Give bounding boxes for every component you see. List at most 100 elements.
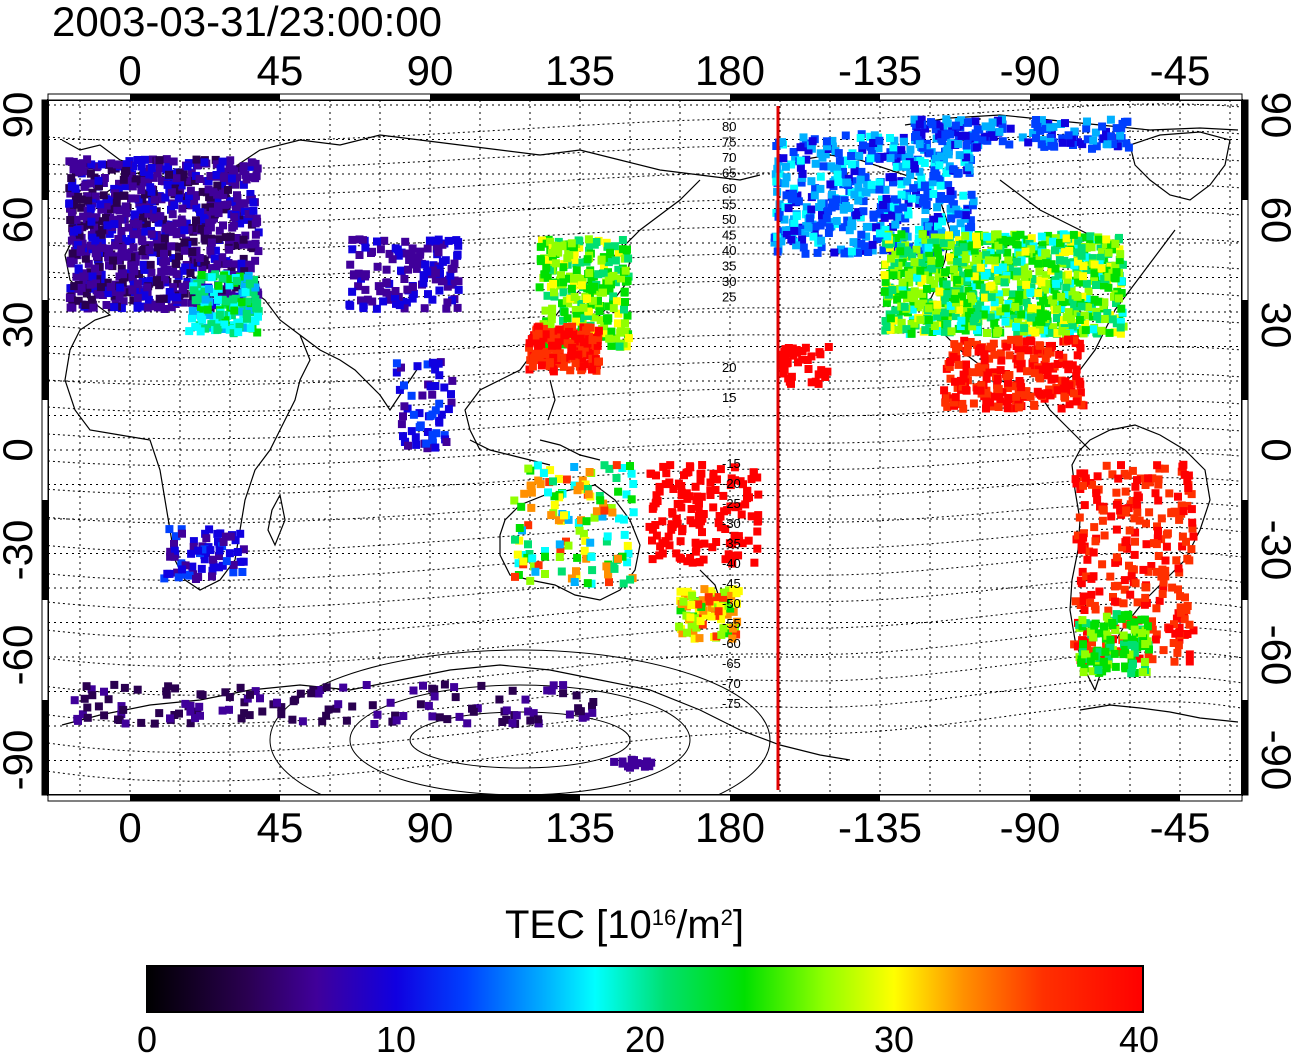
tec-point — [598, 512, 607, 521]
tec-point — [172, 532, 180, 541]
tec-point — [1062, 283, 1071, 292]
tec-point — [88, 691, 97, 700]
tec-point — [950, 398, 958, 407]
tec-point — [872, 223, 881, 232]
tec-point — [897, 243, 906, 252]
tec-point — [721, 555, 730, 564]
tec-point — [1131, 537, 1139, 546]
tec-point — [186, 701, 195, 710]
tec-point — [1061, 248, 1070, 257]
tec-point — [145, 241, 154, 250]
tec-point — [1011, 382, 1020, 391]
tec-point — [918, 230, 927, 239]
tec-point — [1160, 464, 1169, 473]
tec-point — [1128, 466, 1137, 475]
tec-point — [972, 305, 981, 314]
tec-point — [1015, 290, 1024, 299]
tec-point — [549, 367, 558, 376]
tec-point — [828, 198, 837, 207]
tec-point — [900, 137, 908, 146]
contour-line — [48, 576, 1242, 639]
tec-point — [1155, 596, 1164, 605]
tec-point — [553, 338, 562, 347]
tec-point — [775, 200, 784, 209]
tec-point — [1100, 298, 1109, 307]
tec-point — [110, 184, 119, 193]
tec-point — [966, 216, 975, 225]
tec-point — [690, 634, 699, 643]
tec-point — [957, 376, 965, 385]
tec-point — [440, 680, 449, 689]
tec-point — [181, 699, 190, 708]
tec-point — [1063, 277, 1072, 285]
tec-point — [1100, 531, 1109, 540]
tec-point — [585, 239, 594, 248]
tec-point — [925, 248, 934, 257]
tec-point — [1071, 475, 1080, 484]
tec-point — [1072, 479, 1081, 488]
tec-point — [574, 236, 583, 245]
tec-point — [1072, 372, 1081, 381]
tec-point — [178, 218, 187, 227]
tec-point — [787, 160, 796, 169]
tec-point — [1011, 302, 1020, 311]
tec-point — [835, 157, 844, 166]
tec-point — [143, 303, 152, 312]
tec-point — [610, 564, 619, 573]
tec-point — [454, 238, 463, 247]
tec-point — [868, 246, 877, 255]
tec-point — [951, 289, 960, 298]
tec-point — [883, 232, 892, 241]
tec-point — [570, 337, 579, 346]
tec-point — [550, 288, 558, 297]
tec-point — [664, 532, 673, 541]
tec-point — [1057, 404, 1066, 413]
tec-point — [817, 243, 826, 252]
tec-point — [147, 164, 156, 172]
tec-point — [1071, 597, 1080, 606]
tec-point — [250, 275, 259, 284]
tec-point — [1130, 514, 1139, 523]
tec-point — [790, 220, 799, 228]
tec-point — [603, 316, 612, 325]
tec-point — [818, 211, 826, 220]
tec-point — [550, 492, 559, 501]
tec-point — [1090, 621, 1099, 630]
tec-point — [96, 200, 105, 209]
tec-point — [132, 175, 141, 184]
tec-point — [1091, 128, 1100, 137]
tec-point — [239, 162, 248, 171]
tec-point — [935, 259, 944, 268]
tec-point — [1139, 634, 1148, 643]
tec-point — [697, 492, 706, 501]
tec-point — [432, 429, 441, 438]
tec-point — [987, 293, 996, 302]
tec-point — [578, 275, 587, 283]
tec-point — [1112, 500, 1121, 509]
tec-point — [915, 260, 924, 269]
tec-point — [826, 180, 835, 189]
tec-point — [975, 368, 984, 377]
tec-point — [1123, 612, 1132, 620]
tec-point — [579, 303, 588, 312]
tec-point — [1003, 384, 1012, 392]
tec-point — [914, 299, 923, 308]
tec-point — [986, 313, 995, 322]
tec-point — [989, 132, 998, 141]
tec-point — [107, 165, 116, 174]
tec-point — [700, 539, 709, 548]
tec-point — [1081, 650, 1090, 659]
tec-point — [178, 173, 187, 182]
lat-tick-right: -60 — [1253, 625, 1292, 686]
tec-point — [1038, 136, 1047, 145]
tec-point — [573, 344, 582, 353]
tec-point — [166, 714, 174, 723]
tec-point — [113, 192, 122, 201]
tec-point — [791, 153, 800, 162]
tec-point — [361, 270, 370, 279]
tec-point — [753, 544, 762, 553]
tec-point — [1065, 247, 1074, 255]
tec-point — [229, 221, 238, 230]
tec-point — [976, 251, 985, 260]
tec-point — [1158, 590, 1167, 598]
